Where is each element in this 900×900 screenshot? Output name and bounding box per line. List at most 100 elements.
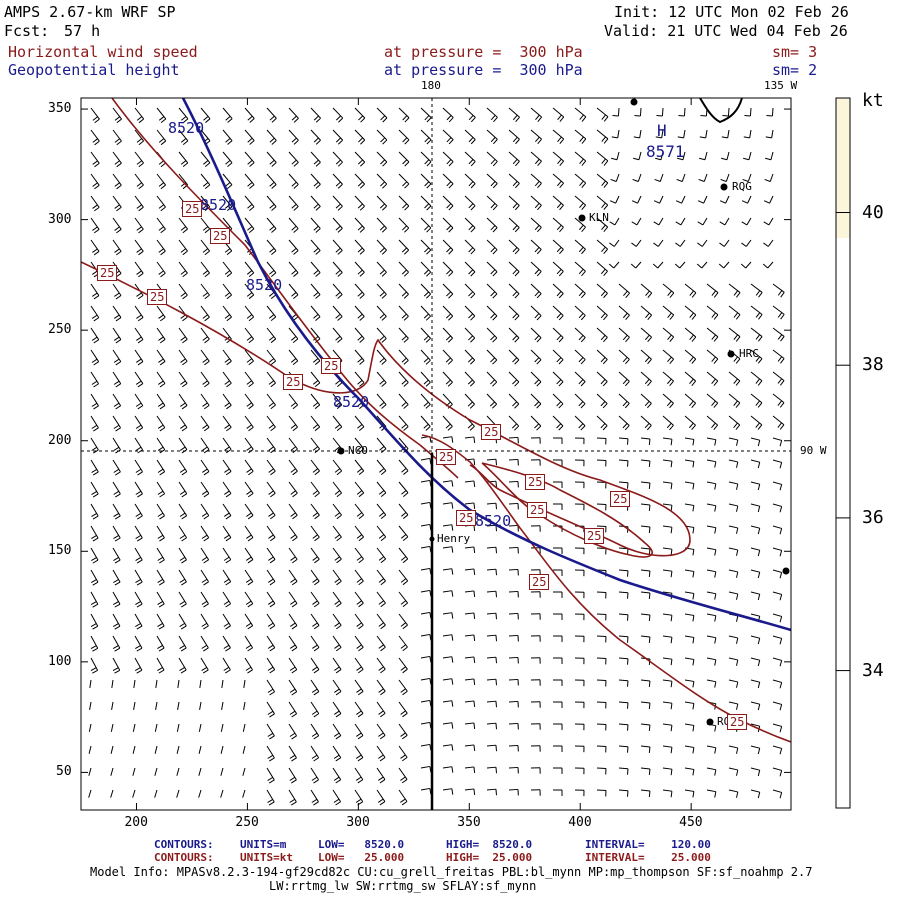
wind-barb <box>420 239 432 255</box>
wind-barb <box>178 613 187 630</box>
wind-barb <box>266 459 276 476</box>
wind-barb <box>574 723 585 731</box>
wind-barb <box>464 744 476 751</box>
wind-barb <box>697 195 708 204</box>
wind-barb <box>398 503 409 520</box>
wind-barb <box>310 239 321 255</box>
wind-barb <box>728 701 739 710</box>
wind-barb <box>552 657 563 664</box>
wind-barb <box>134 195 144 212</box>
wind-barb <box>574 459 585 467</box>
wind-barb <box>200 107 211 123</box>
wind-barb <box>420 283 432 299</box>
wind-barb <box>662 613 673 622</box>
wind-barb <box>376 569 386 586</box>
wind-barb <box>398 415 409 431</box>
wind-barb <box>765 129 774 139</box>
wind-barb <box>178 393 188 410</box>
wind-barb <box>288 437 298 454</box>
wind-barb <box>772 371 785 386</box>
wind-barb <box>464 678 476 685</box>
wind-barb <box>222 437 232 454</box>
wind-barb <box>678 107 686 117</box>
wind-barb <box>618 679 629 687</box>
wind-barb <box>464 173 476 189</box>
wind-barb <box>376 547 387 564</box>
wind-barb <box>266 173 277 189</box>
wind-barb <box>750 679 761 689</box>
model-title: AMPS 2.67-km WRF SP <box>4 3 176 21</box>
wind-barb <box>574 217 586 233</box>
wind-barb <box>574 547 585 555</box>
wind-barb <box>112 195 122 212</box>
station-dot-hrc <box>727 350 735 358</box>
wind-barb <box>442 612 454 619</box>
wind-barb <box>332 217 343 233</box>
wind-barb <box>530 415 542 431</box>
wind-barb <box>706 635 717 644</box>
wind-barb <box>464 656 476 663</box>
wind-barb <box>640 327 652 343</box>
wind-barb <box>631 239 642 247</box>
wind-barb <box>762 261 774 269</box>
wind-barb <box>486 568 498 576</box>
wind-barb <box>310 679 320 696</box>
wind-barb <box>200 547 210 564</box>
wind-barb <box>332 525 342 542</box>
wind-barb <box>684 723 695 732</box>
station-label-henry: Henry <box>437 532 471 545</box>
wind-barb <box>266 481 276 498</box>
wind-barb <box>684 657 695 666</box>
wind-barb <box>112 635 121 652</box>
wind-barb <box>310 723 320 740</box>
wind-barb <box>178 503 188 520</box>
wind-barb <box>574 393 586 409</box>
wind-barb <box>442 217 454 233</box>
wind-barb <box>699 151 708 161</box>
wind-barb <box>398 701 408 718</box>
y-axis-ticks <box>81 108 791 773</box>
wind-barb <box>288 789 297 806</box>
wind-barb <box>640 437 651 445</box>
wind-barb <box>266 371 276 388</box>
station-label-rqg2: RQG <box>717 716 737 727</box>
wind-barb <box>640 415 652 431</box>
height-label: 8520 <box>246 276 283 294</box>
station-dot-kln <box>578 214 586 222</box>
wind-barb <box>640 305 653 320</box>
wind-barb <box>618 767 629 775</box>
meridian-label-135w: 135 W <box>764 79 798 92</box>
footer-wind-high: HIGH= 25.000 <box>446 851 533 864</box>
wind-barb <box>684 371 697 386</box>
wind-barb <box>631 217 642 226</box>
wind-barb <box>332 635 342 652</box>
wind-barb <box>176 723 180 732</box>
wind-barb <box>266 437 276 454</box>
wind-barb <box>464 239 476 255</box>
wind-barb <box>288 459 298 476</box>
wind-barb <box>244 195 255 211</box>
wind-barb <box>134 327 144 344</box>
wind-barb <box>464 195 476 211</box>
wind-barb <box>530 701 541 708</box>
x-tick-label: 300 <box>346 815 370 830</box>
wind-barb <box>354 591 364 608</box>
wind-barb <box>596 767 607 775</box>
wind-barb <box>90 635 99 652</box>
wind-barb <box>243 679 246 688</box>
wind-barb <box>608 261 620 269</box>
wind-barb <box>508 744 519 752</box>
wind-barb <box>530 239 542 255</box>
wind-barb <box>156 305 166 322</box>
wind-barb <box>90 657 99 674</box>
wind-barb <box>112 283 122 300</box>
wind-barb <box>398 723 408 740</box>
wind-barb <box>508 612 519 620</box>
wind-barb <box>112 173 122 190</box>
wind-barb <box>728 393 741 408</box>
wind-barb <box>376 613 386 630</box>
wind-barb <box>772 569 783 579</box>
wind-barb <box>244 591 254 608</box>
wind-barb <box>662 789 673 798</box>
wind-barb <box>156 657 165 674</box>
